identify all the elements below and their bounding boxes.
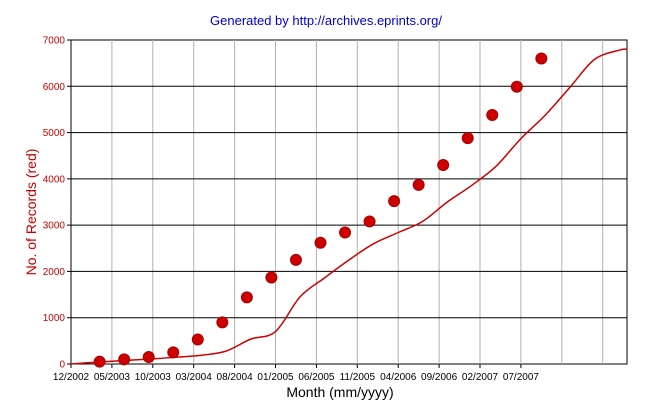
- data-point: [363, 215, 376, 228]
- data-point: [510, 80, 523, 93]
- y-tick-label: 1000: [43, 313, 66, 324]
- data-point: [339, 226, 352, 239]
- x-tick-label: 05/2003: [94, 372, 131, 383]
- data-point: [118, 353, 131, 366]
- data-point: [240, 291, 253, 304]
- data-point: [216, 316, 229, 329]
- data-point: [437, 158, 450, 171]
- x-tick-label: 12/2002: [53, 372, 90, 383]
- x-axis-label: Month (mm/yyyy): [286, 384, 393, 400]
- plot-area: [70, 39, 628, 365]
- x-tick-label: 02/2007: [462, 372, 499, 383]
- data-point: [535, 52, 548, 65]
- y-tick-label: 7000: [43, 36, 66, 47]
- data-point: [191, 333, 204, 346]
- data-point: [486, 108, 499, 121]
- y-axis-ticks: 0 1000 2000 3000 4000 5000 6000 7000: [43, 36, 71, 371]
- data-point: [412, 178, 425, 191]
- y-tick-label: 2000: [43, 267, 66, 278]
- y-tick-label: 5000: [43, 128, 66, 139]
- x-tick-label: 01/2005: [257, 372, 294, 383]
- x-tick-label: 04/2006: [380, 372, 417, 383]
- horizontal-grid: [71, 85, 627, 319]
- vertical-grid: [111, 40, 604, 364]
- chart-title: Generated by http://archives.eprints.org…: [210, 13, 442, 28]
- data-point: [142, 351, 155, 364]
- y-tick-label: 4000: [43, 174, 66, 185]
- data-point: [388, 195, 401, 208]
- records-markers: [93, 52, 548, 368]
- data-point: [289, 253, 302, 266]
- x-tick-label: 11/2005: [340, 372, 376, 383]
- x-tick-label: 09/2006: [421, 372, 458, 383]
- data-point: [265, 271, 278, 284]
- data-point: [314, 236, 327, 249]
- data-point: [167, 346, 180, 359]
- data-point: [461, 132, 474, 145]
- x-tick-label: 03/2004: [176, 372, 213, 383]
- data-point: [93, 355, 106, 368]
- x-tick-label: 08/2004: [217, 372, 254, 383]
- y-tick-label: 6000: [43, 82, 66, 93]
- y-tick-label: 3000: [43, 221, 66, 232]
- y-tick-label: 0: [59, 360, 65, 371]
- x-tick-label: 10/2003: [135, 372, 172, 383]
- x-tick-label: 06/2005: [298, 372, 335, 383]
- x-axis-ticks: 12/2002 05/2003 10/2003 03/2004 08/2004 01/20…: [53, 364, 539, 383]
- y-axis-label: No. of Records (red): [23, 149, 39, 276]
- x-tick-label: 07/2007: [503, 372, 540, 383]
